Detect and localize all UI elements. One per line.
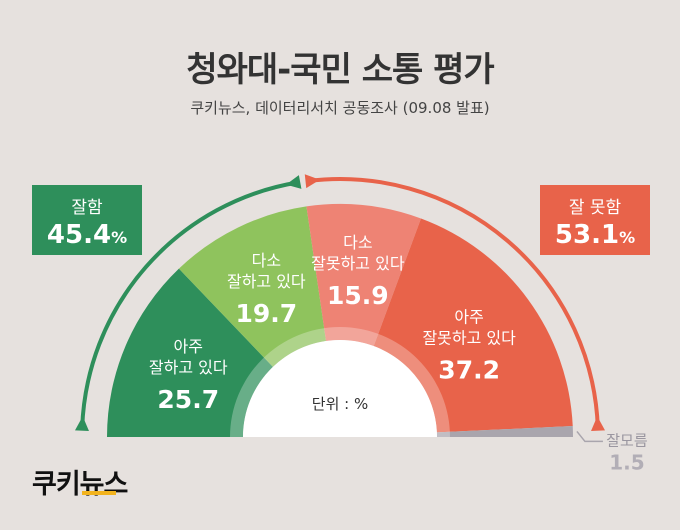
slice-4 — [436, 426, 573, 437]
bad-total-value: 53.1% — [554, 220, 636, 250]
bad-arrow-right-head — [591, 416, 606, 432]
slice-label-0-line-0: 아주 — [174, 337, 203, 356]
slice-3 — [373, 218, 573, 433]
inner-ring — [230, 327, 450, 437]
unit-label: 단위 : % — [312, 395, 368, 413]
slice-value-0: 25.7 — [157, 385, 219, 414]
slice-value-2: 15.9 — [327, 281, 389, 310]
slice-label-2-line-1: 잘못하고 있다 — [311, 254, 405, 273]
bad-range-arrow-arc — [307, 177, 600, 429]
slice-label-2-line-0: 다소 — [343, 233, 372, 252]
slice-label-4: 잘모름 — [606, 431, 648, 449]
kukinews-logo: 쿠키뉴스 — [32, 469, 128, 500]
slice-value-4: 1.5 — [609, 450, 644, 474]
slice-0 — [107, 268, 273, 437]
slice-label-0-line-1: 잘하고 있다 — [149, 358, 228, 377]
good-arrow-left-head — [74, 416, 89, 432]
good-total-badge: 잘함 45.4% — [32, 185, 142, 255]
slice-value-3: 37.2 — [438, 356, 500, 385]
good-total-value: 45.4% — [46, 220, 128, 250]
slice-label-1-line-1: 잘하고 있다 — [227, 272, 306, 291]
unknown-leader-line — [576, 430, 603, 443]
bad-arrow-left-head — [304, 174, 320, 189]
bad-total-badge: 잘 못함 53.1% — [540, 185, 650, 255]
good-range-arrow-arc — [80, 180, 298, 429]
slice-2 — [306, 204, 421, 347]
slice-label-3-line-0: 아주 — [454, 308, 483, 327]
chart-subtitle: 쿠키뉴스, 데이터리서치 공동조사 (09.08 발표) — [190, 99, 490, 117]
slice-label-1-line-0: 다소 — [252, 251, 281, 270]
center-disc — [243, 340, 437, 437]
slice-1 — [178, 206, 327, 367]
good-arrow-right-head — [285, 175, 302, 189]
good-total-label: 잘함 — [71, 198, 103, 218]
chart-title: 청와대-국민 소통 평가 — [186, 50, 494, 90]
logo-underline — [82, 491, 116, 495]
bad-total-label: 잘 못함 — [568, 198, 622, 218]
slice-label-3-line-1: 잘못하고 있다 — [422, 329, 516, 348]
slice-value-1: 19.7 — [235, 299, 297, 328]
